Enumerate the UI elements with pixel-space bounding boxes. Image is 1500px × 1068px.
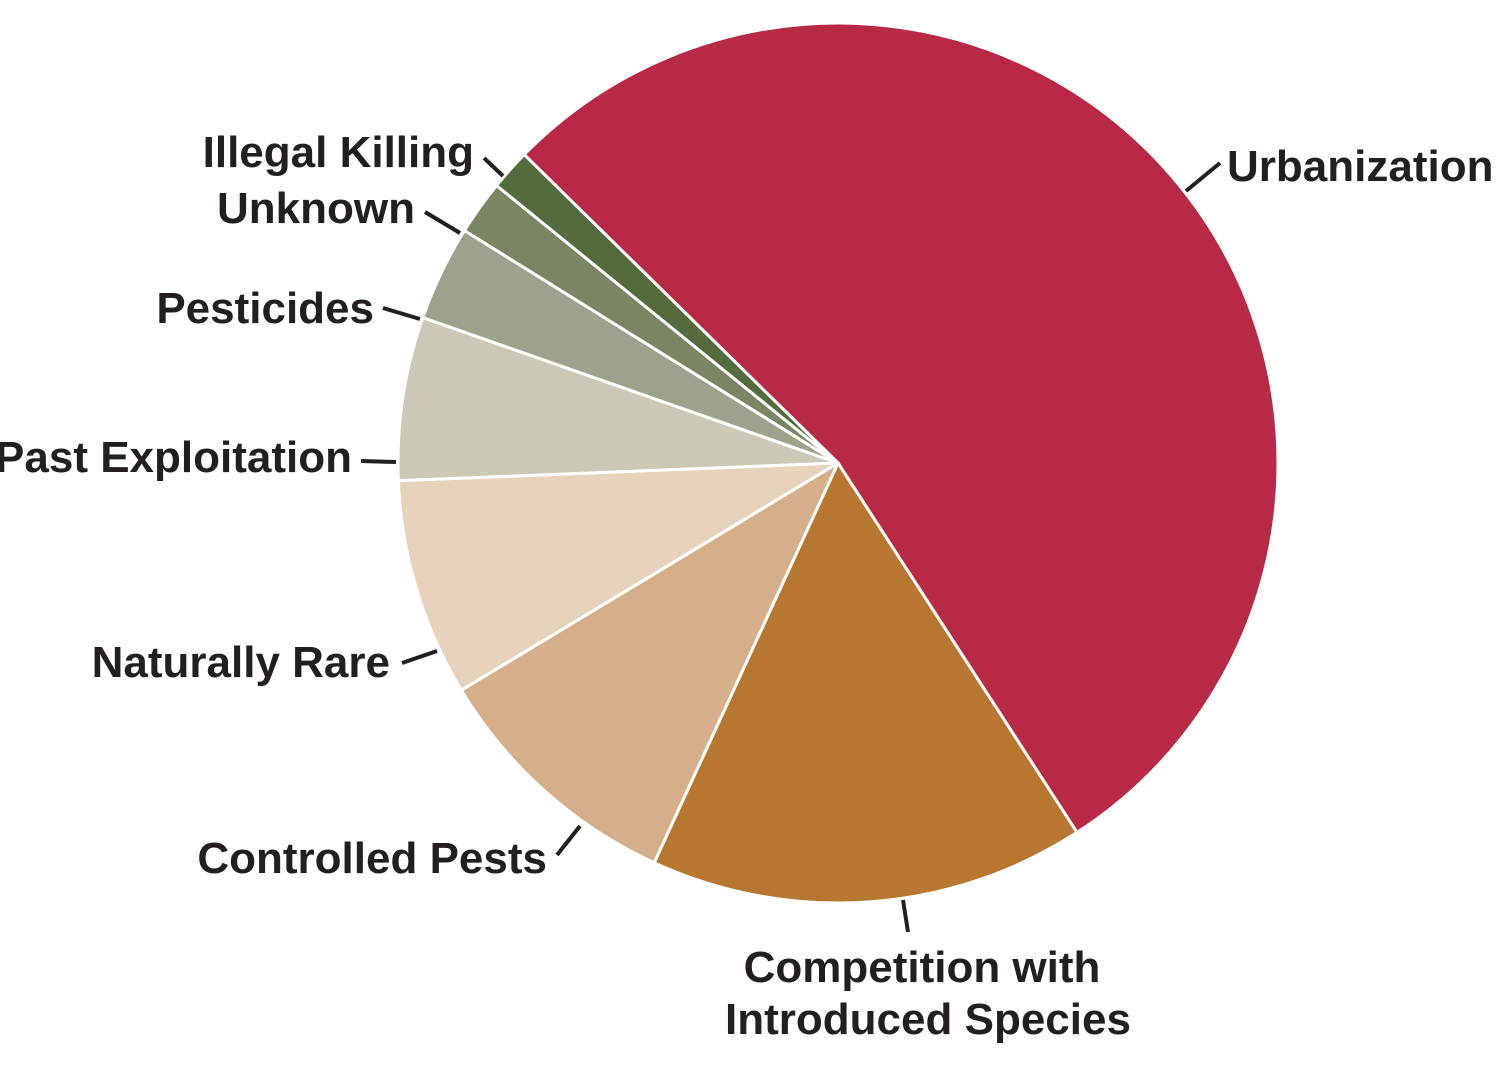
leader-past-exploitation — [360, 459, 397, 464]
leader-unknown — [423, 210, 462, 235]
label-pesticides: Pesticides — [156, 284, 374, 333]
label-urbanization: Urbanization — [1227, 142, 1493, 191]
leader-naturally-rare — [401, 649, 438, 665]
label-competition-line2: Introduced Species — [725, 995, 1131, 1044]
leader-controlled-pests — [555, 824, 582, 857]
label-unknown: Unknown — [217, 184, 415, 233]
pie-slice-past-exploitation — [396, 316, 840, 483]
leader-pesticides — [382, 306, 421, 321]
pie-slice-controlled-pests — [459, 461, 840, 865]
leader-illegal-killing — [482, 156, 505, 178]
pie-slice-illegal-killing — [495, 153, 840, 465]
leader-lines — [360, 156, 1222, 933]
label-competition-line1: Competition with — [744, 943, 1101, 992]
leader-competition — [901, 899, 910, 933]
pie-slice-urbanization — [522, 21, 1280, 834]
label-past-exploitation: Past Exploitation — [0, 433, 352, 482]
leader-urbanization — [1184, 161, 1222, 193]
pie-slice-competition-with-introduced-species — [652, 461, 1079, 905]
label-naturally-rare: Naturally Rare — [92, 638, 390, 687]
pie-slices — [396, 21, 1280, 905]
label-illegal-killing: Illegal Killing — [203, 128, 474, 177]
slice-labels: Urbanization Competition with Introduced… — [0, 128, 1493, 1044]
pie-slice-naturally-rare — [396, 461, 840, 692]
label-controlled-pests: Controlled Pests — [197, 834, 547, 883]
